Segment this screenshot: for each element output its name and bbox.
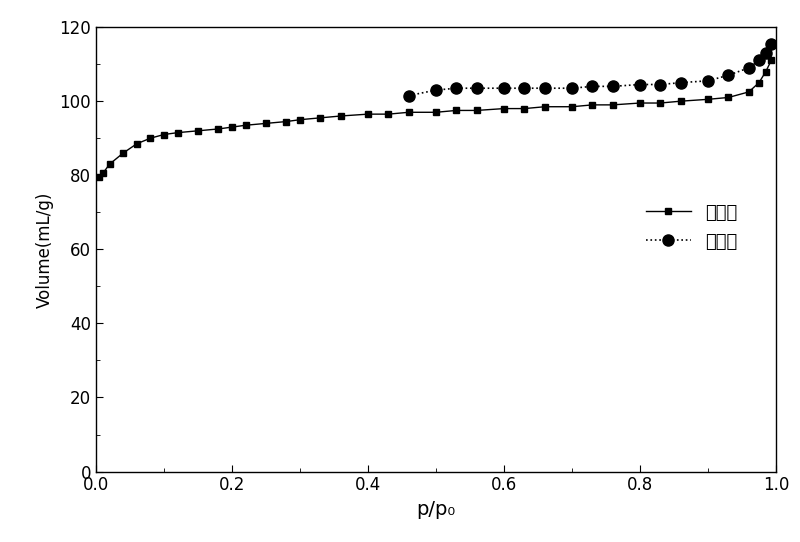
吸附线 [227,124,237,131]
脱附线 [472,85,482,92]
吸附线 [723,94,733,101]
吸附线 [214,126,223,132]
脱附线 [431,87,441,93]
吸附线 [241,122,250,128]
吸附线 [431,109,441,115]
吸附线 [472,107,482,114]
吸附线 [404,109,414,115]
吸附线 [703,96,713,102]
吸附线 [451,107,461,114]
Legend: 吸附线, 脱附线: 吸附线, 脱附线 [637,195,746,260]
Line: 吸附线: 吸附线 [96,57,774,180]
脱附线 [520,85,530,92]
脱附线 [676,80,686,86]
吸附线 [766,57,776,64]
吸附线 [540,104,550,110]
脱附线 [404,92,414,99]
Line: 脱附线: 脱附线 [403,38,777,101]
吸附线 [587,102,597,108]
脱附线 [703,78,713,84]
吸附线 [656,100,666,106]
吸附线 [635,100,645,106]
脱附线 [587,83,597,89]
吸附线 [94,174,104,180]
脱附线 [608,83,618,89]
吸附线 [132,140,142,147]
吸附线 [315,114,325,121]
脱附线 [744,64,754,71]
吸附线 [98,170,107,177]
脱附线 [567,85,577,92]
脱附线 [499,85,509,92]
吸附线 [567,104,577,110]
吸附线 [608,102,618,108]
Y-axis label: Volume(mL/g): Volume(mL/g) [36,191,54,307]
吸附线 [105,161,114,167]
脱附线 [656,81,666,88]
吸附线 [194,127,203,134]
脱附线 [540,85,550,92]
吸附线 [118,150,128,156]
吸附线 [384,111,394,118]
吸附线 [146,135,155,141]
脱附线 [723,72,733,79]
吸附线 [282,118,291,125]
吸附线 [173,130,182,136]
吸附线 [363,111,373,118]
吸附线 [744,89,754,95]
脱附线 [754,57,764,64]
吸附线 [754,80,764,86]
脱附线 [766,41,776,47]
脱附线 [451,85,461,92]
吸附线 [520,105,530,112]
吸附线 [336,113,346,119]
X-axis label: p/p₀: p/p₀ [416,500,456,519]
吸附线 [676,98,686,105]
吸附线 [295,117,305,123]
脱附线 [761,50,770,56]
吸附线 [761,68,770,75]
脱附线 [635,81,645,88]
吸附线 [261,120,270,127]
吸附线 [159,131,169,138]
吸附线 [499,105,509,112]
